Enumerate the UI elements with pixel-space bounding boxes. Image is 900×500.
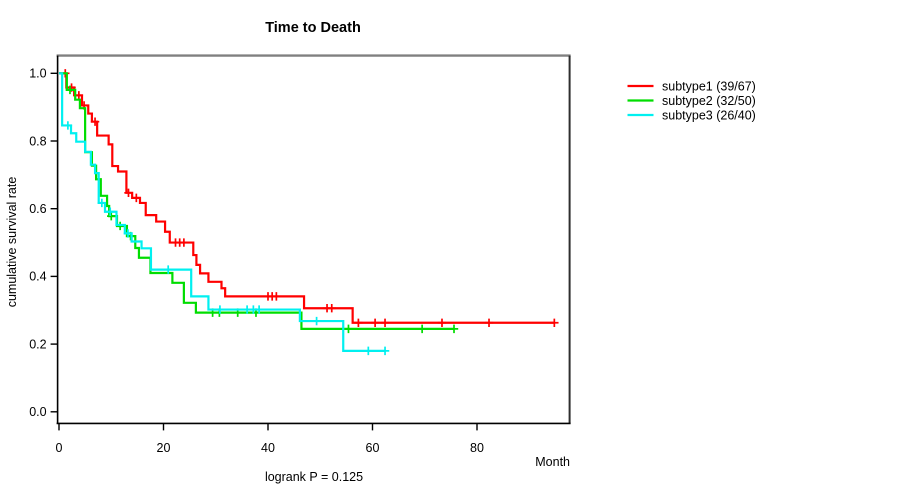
x-axis-tick-label: 80	[470, 441, 484, 455]
y-axis-tick-label: 0.2	[29, 337, 46, 351]
y-axis-title: cumulative survival rate	[5, 177, 19, 308]
x-axis-tick-label: 0	[56, 441, 63, 455]
plot-box	[56, 54, 571, 425]
y-axis-tick-label: 0.6	[29, 202, 46, 216]
survival-curve-subtype3	[59, 72, 386, 352]
y-axis-tick-label: 0.8	[29, 134, 46, 148]
legend-label-subtype2: subtype2 (32/50)	[662, 94, 756, 108]
chart-title: Time to Death	[265, 20, 361, 36]
legend-label-subtype1: subtype1 (39/67)	[662, 79, 756, 93]
x-axis-tick-label: 20	[157, 441, 171, 455]
y-axis-tick-label: 0.0	[29, 405, 46, 419]
x-axis-title: Month	[535, 455, 570, 469]
legend-label-subtype3: subtype3 (26/40)	[662, 108, 756, 122]
x-axis-tick-label: 60	[366, 441, 380, 455]
y-axis-tick-label: 0.4	[29, 270, 46, 284]
series-layer	[59, 69, 559, 356]
y-axis-tick-label: 1.0	[29, 67, 46, 81]
legend: subtype1 (39/67)subtype2 (32/50)subtype3…	[627, 79, 756, 122]
axes-layer: 0.0 0.2 0.4 0.6 0.8 1.0 0 20 40 60 80	[29, 67, 484, 455]
logrank-annotation: logrank P = 0.125	[265, 470, 363, 484]
x-axis-tick-label: 40	[261, 441, 275, 455]
survival-curve-subtype1	[59, 72, 555, 324]
censor-marks-subtype3	[63, 121, 390, 356]
